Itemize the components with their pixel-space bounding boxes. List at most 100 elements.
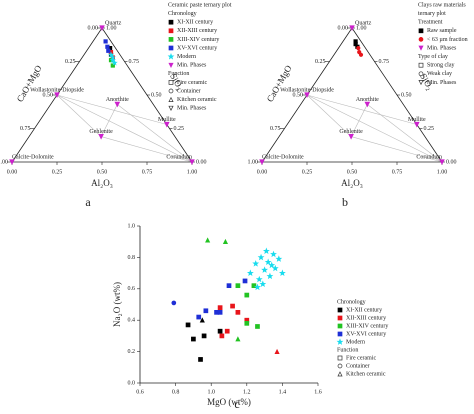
legend-label: Kitchen ceramic [346, 371, 386, 377]
legend-heading: Type of clay [418, 53, 448, 60]
phase-label: Mullite [158, 117, 176, 123]
tick-label: 0.00 [7, 169, 18, 175]
triangle-frame [11, 27, 193, 163]
y-tick-label: 0.6 [128, 286, 136, 292]
legend-label: XI-XII century [346, 307, 382, 313]
phase-marker [349, 25, 355, 32]
legend-label: Strong clay [427, 63, 455, 69]
tick-label: 0.25 [424, 126, 435, 132]
legend-label: XII-XIII century [177, 28, 217, 34]
phase-marker [99, 25, 105, 32]
legend-swatch [418, 45, 424, 51]
data-point [274, 348, 280, 354]
data-point [185, 322, 191, 328]
legend-label: Kitchen ceramic [177, 97, 217, 103]
x-tick-label: 0.8 [172, 389, 180, 395]
legend-label: Container [177, 88, 201, 94]
legend-label: Min. Phases [427, 80, 457, 86]
legend-heading: Function [337, 347, 358, 353]
legend-swatch [168, 45, 174, 51]
data-point [103, 39, 108, 44]
tie-line [306, 94, 417, 125]
x-tick-label: 1.6 [314, 389, 322, 395]
data-point [255, 324, 260, 329]
phase-label: Quartz [105, 20, 122, 26]
legend-label: XV-XVI century [346, 331, 386, 337]
legend-heading: Chronology [337, 299, 366, 305]
data-point [171, 300, 177, 306]
legend-title: Clays raw materials [418, 2, 466, 8]
tick-label: 0.25 [65, 59, 76, 65]
data-point [203, 308, 209, 314]
data-point [242, 278, 248, 284]
legend-swatch [168, 62, 174, 68]
tick-label: 0.50 [401, 92, 412, 98]
tick-label: 1.00 [356, 25, 367, 31]
legend-swatch [337, 331, 343, 337]
tick-label: 1.00 [106, 25, 117, 31]
tie-line [56, 94, 102, 137]
data-point [191, 336, 196, 342]
panel-label: c [234, 397, 239, 411]
phase-label: Anorthite [106, 97, 129, 103]
tie-line [351, 136, 443, 163]
y-tick-label: 0.2 [128, 349, 136, 355]
phase-marker [364, 101, 371, 108]
tie-line [306, 94, 352, 137]
tick-label: 0.00 [88, 25, 99, 31]
data-point [235, 310, 241, 315]
phase-label: Anorthite [356, 97, 379, 103]
phase-label: Corundum [166, 154, 192, 160]
y-tick-label: 0.4 [128, 318, 136, 324]
legend-swatch [167, 53, 175, 60]
data-point [246, 269, 254, 276]
axis-title: Al₂O₃ [91, 178, 113, 188]
tie-line [56, 94, 167, 125]
legend-title: Ceramic paste ternary plot [168, 2, 232, 8]
data-point [268, 261, 276, 269]
legend-swatch [418, 71, 424, 77]
legend-label: Modern [177, 54, 196, 60]
phase-marker [189, 159, 195, 166]
phase-marker [114, 101, 121, 108]
legend-label: Modern [346, 339, 365, 345]
legend-swatch [337, 307, 343, 313]
tick-label: 0.25 [315, 59, 326, 65]
x-tick-label: 0.6 [136, 389, 144, 395]
legend-heading: Treatment [418, 20, 443, 26]
legend-swatch [168, 105, 174, 111]
y-axis-title: Na₂O (wt%) [112, 282, 122, 327]
data-point [198, 357, 203, 362]
data-point [255, 275, 263, 283]
data-point [356, 45, 361, 51]
legend-label: Container [346, 363, 370, 369]
data-point [270, 250, 277, 258]
legend-label: XV-XVI century [177, 45, 217, 51]
data-point [358, 52, 364, 57]
data-point [244, 320, 250, 326]
x-tick-label: 1.4 [279, 389, 287, 395]
legend-heading: Chronology [168, 11, 197, 17]
phase-marker [163, 121, 170, 128]
data-point [201, 333, 207, 339]
phase-marker [348, 133, 354, 140]
legend-swatch [337, 371, 343, 377]
data-point [106, 48, 111, 53]
legend-label: Min. Phases [177, 106, 207, 112]
legend-swatch [336, 338, 344, 345]
data-point [217, 305, 223, 310]
legend-swatch [418, 62, 424, 68]
legend-swatch [337, 355, 343, 361]
y-tick-label: 0.8 [128, 255, 136, 261]
legend-swatch [418, 80, 424, 86]
data-point [111, 59, 118, 66]
phase-marker [259, 159, 265, 166]
legend-heading: Function [168, 71, 189, 77]
phase-label: Calcite-Dolomite [262, 154, 304, 160]
tick-label: 0.75 [379, 59, 390, 65]
tick-label: 0.00 [446, 159, 457, 165]
tick-label: 0.50 [151, 92, 162, 98]
data-point [264, 258, 272, 265]
phase-label: Calcite-Dolomite [12, 154, 54, 160]
data-point [279, 269, 286, 276]
